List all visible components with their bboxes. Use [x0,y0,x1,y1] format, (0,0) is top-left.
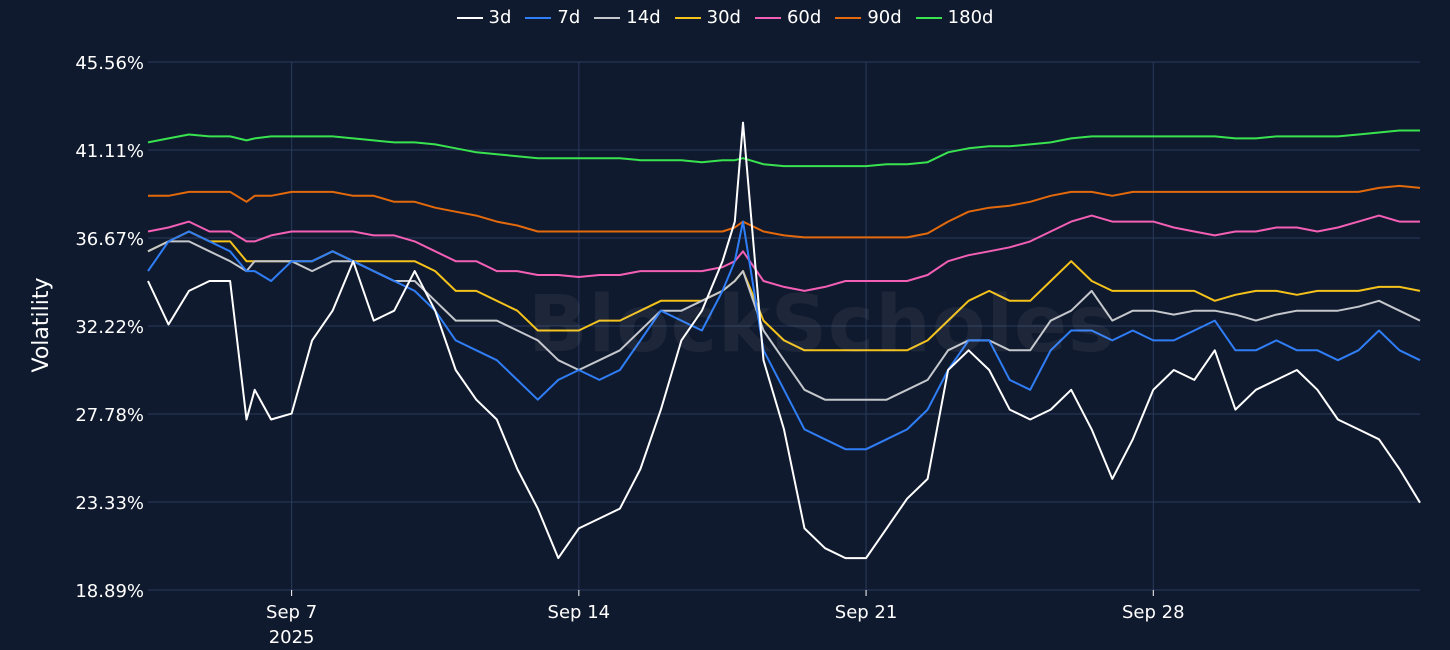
x-tick-sublabel: 2025 [269,627,315,648]
legend-item-7d[interactable]: 7d [525,7,580,28]
y-tick-label: 27.78% [75,405,144,426]
y-tick-label: 32.22% [75,317,144,338]
legend-swatch [754,16,781,19]
legend-item-180d[interactable]: 180d [915,7,994,28]
legend-swatch [594,16,621,19]
legend-swatch [525,16,552,19]
y-tick-label: 45.56% [75,53,144,74]
y-tick-label: 23.33% [75,493,144,514]
legend-label: 90d [867,7,902,28]
series-lines [147,121,1421,560]
y-tick-label: 18.89% [75,581,144,602]
legend-label: 180d [947,7,994,28]
y-axis-label: Volatility [29,277,54,372]
legend-swatch [456,16,483,19]
legend-label: 60d [786,7,822,28]
series-line-90d [148,184,1421,239]
x-tick-label: Sep 28 [1122,602,1185,623]
series-line-14d [147,240,1421,401]
legend-label: 14d [626,7,661,28]
legend-label: 30d [706,7,741,28]
y-tick-label: 41.11% [75,141,144,162]
series-line-60d [147,214,1420,292]
grid-lines [148,61,1420,591]
legend-swatch [674,16,701,19]
legend-item-14d[interactable]: 14d [594,7,661,28]
legend-label: 3d [488,7,512,28]
y-tick-label: 36.67% [75,229,144,250]
x-tick-label: Sep 14 [548,602,611,623]
watermark: BlockScholes [528,280,1116,370]
legend: 3d 7d 14d 30d 60d 90d 180d [0,7,1450,28]
x-tick-label: Sep 21 [835,602,898,623]
legend-item-30d[interactable]: 30d [674,7,741,28]
y-axis-ticks: 45.56% 41.11% 36.67% 32.22% 27.78% 23.33% 18.8… [75,53,144,602]
legend-swatch [915,16,942,19]
series-line-180d [147,129,1420,168]
x-tick-label: Sep 7 [266,602,317,623]
series-line-3d [147,121,1421,560]
legend-item-90d[interactable]: 90d [835,7,902,28]
x-axis-ticks: Sep 7 2025 Sep 14 Sep 21 Sep 28 [266,590,1185,648]
legend-item-60d[interactable]: 60d [754,7,822,28]
legend-label: 7d [557,7,581,28]
legend-swatch [835,16,862,19]
legend-item-3d[interactable]: 3d [456,7,512,28]
